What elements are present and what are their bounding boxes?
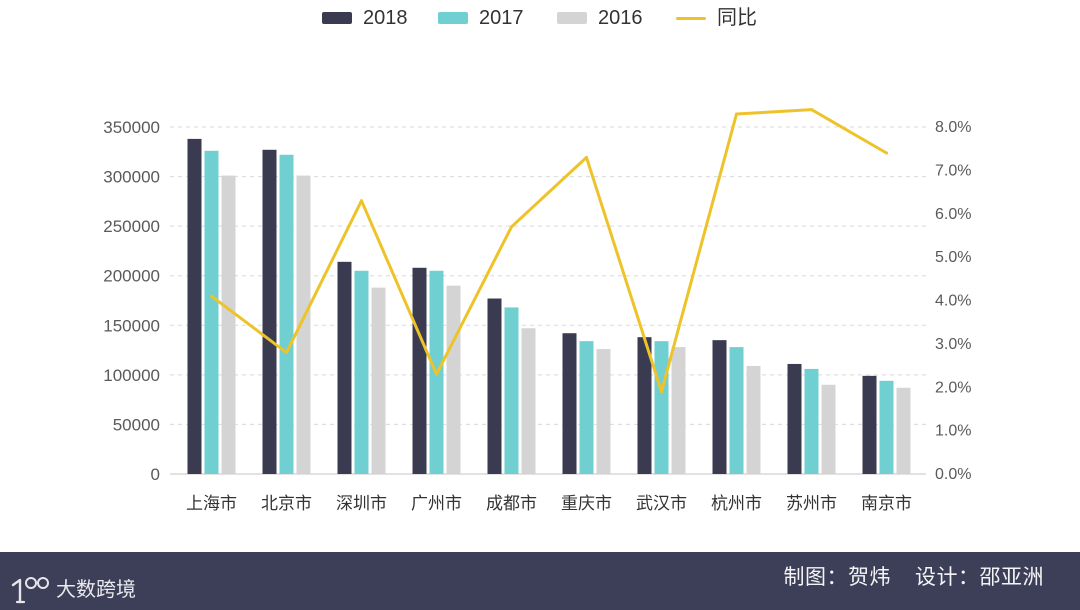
bar-2016-8 xyxy=(821,384,836,474)
chart-legend: 2018 2017 2016 同比 xyxy=(0,0,1080,40)
x-tick-label: 广州市 xyxy=(411,494,462,513)
yoy-point-7 xyxy=(735,112,738,116)
bar-2017-5 xyxy=(579,341,594,474)
yoy-line xyxy=(210,108,888,394)
x-tick-label: 深圳市 xyxy=(336,494,387,513)
legend-item-2018: 2018 xyxy=(322,6,408,30)
y-left-tick-label: 300000 xyxy=(103,168,160,187)
bar-2016-2 xyxy=(371,287,386,474)
bar-2018-0 xyxy=(187,138,202,474)
bar-2016-0 xyxy=(221,175,236,474)
bar-2017-6 xyxy=(654,341,669,474)
yoy-point-4 xyxy=(510,225,513,229)
bar-2018-9 xyxy=(862,375,877,474)
bar-2017-0 xyxy=(204,150,219,474)
yoy-point-1 xyxy=(285,351,288,355)
yoy-point-6 xyxy=(660,390,663,394)
x-tick-label: 北京市 xyxy=(261,494,312,513)
brand-logo: 大数跨境 xyxy=(6,574,136,606)
legend-swatch-2018 xyxy=(322,12,352,24)
legend-item-2017: 2017 xyxy=(438,6,524,30)
bar-2018-7 xyxy=(712,340,727,474)
bar-series-2016 xyxy=(221,175,911,474)
footer-bar: 大数跨境 制图：贺炜 设计：邵亚洲 xyxy=(0,552,1080,610)
design-credit: 设计：邵亚洲 xyxy=(915,566,1044,589)
y-right-tick-label: 4.0% xyxy=(935,293,971,310)
yoy-point-3 xyxy=(435,372,438,376)
y-right-tick-label: 7.0% xyxy=(935,162,971,179)
legend-swatch-2016 xyxy=(557,12,587,24)
bar-2016-3 xyxy=(446,285,461,474)
y-left-tick-label: 150000 xyxy=(103,316,160,335)
bar-2016-1 xyxy=(296,175,311,474)
y-left-axis: 0 50000 100000 150000 200000 250000 300000 3500… xyxy=(103,118,160,484)
bar-2018-1 xyxy=(262,149,277,474)
bar-2018-5 xyxy=(562,333,577,474)
chart-plot: 0 50000 100000 150000 200000 250000 300000 3500… xyxy=(103,108,971,513)
bar-2017-8 xyxy=(804,368,819,474)
legend-swatch-2017 xyxy=(438,12,468,24)
x-tick-label: 上海市 xyxy=(186,494,237,513)
x-tick-label: 苏州市 xyxy=(786,494,837,513)
x-tick-label: 成都市 xyxy=(486,494,537,513)
x-tick-label: 南京市 xyxy=(861,494,912,513)
bar-2016-6 xyxy=(671,347,686,474)
y-right-tick-label: 8.0% xyxy=(935,119,971,136)
bar-2016-7 xyxy=(746,365,761,474)
bar-series-2017 xyxy=(204,150,894,474)
bar-2016-4 xyxy=(521,328,536,474)
bar-2017-4 xyxy=(504,307,519,474)
bar-2018-8 xyxy=(787,363,802,474)
y-right-tick-label: 2.0% xyxy=(935,379,971,396)
legend-label: 2018 xyxy=(363,7,408,29)
yoy-point-5 xyxy=(585,155,588,159)
y-left-tick-label: 200000 xyxy=(103,267,160,286)
bar-2017-2 xyxy=(354,270,369,474)
x-axis-labels: 上海市 北京市 深圳市 广州市 成都市 重庆市 武汉市 杭州市 苏州市 南京市 xyxy=(186,494,912,513)
x-tick-label: 杭州市 xyxy=(711,494,762,513)
y-left-tick-label: 100000 xyxy=(103,366,160,385)
yoy-line-series xyxy=(210,108,888,394)
brand-name: 大数跨境 xyxy=(56,579,136,601)
bar-2017-7 xyxy=(729,347,744,474)
bar-2016-5 xyxy=(596,349,611,474)
bar-2018-2 xyxy=(337,261,352,474)
legend-item-yoy: 同比 xyxy=(676,6,757,30)
y-right-tick-label: 3.0% xyxy=(935,336,971,353)
chart-credit: 制图：贺炜 xyxy=(783,566,891,589)
bar-2017-9 xyxy=(879,380,894,474)
legend-line-swatch-yoy xyxy=(676,16,706,20)
bar-2018-6 xyxy=(637,337,652,474)
y-left-tick-label: 0 xyxy=(151,465,160,484)
y-right-tick-label: 6.0% xyxy=(935,206,971,223)
y-left-tick-label: 50000 xyxy=(113,415,160,434)
credits: 制图：贺炜 设计：邵亚洲 xyxy=(784,566,1045,590)
x-tick-label: 重庆市 xyxy=(561,494,612,513)
bar-2018-4 xyxy=(487,298,502,474)
y-left-tick-label: 250000 xyxy=(103,217,160,236)
yoy-point-2 xyxy=(360,199,363,203)
bar-2018-3 xyxy=(412,267,427,474)
brand-logo-icon xyxy=(11,577,49,604)
yoy-point-8 xyxy=(810,108,813,112)
yoy-point-9 xyxy=(885,151,888,155)
legend-label: 2016 xyxy=(598,7,643,29)
x-tick-label: 武汉市 xyxy=(636,494,687,513)
y-right-tick-label: 5.0% xyxy=(935,249,971,266)
legend-item-2016: 2016 xyxy=(557,6,643,30)
y-right-tick-label: 1.0% xyxy=(935,423,971,440)
y-left-tick-label: 350000 xyxy=(103,118,160,137)
bar-2016-9 xyxy=(896,387,911,474)
legend-label: 同比 xyxy=(717,7,757,29)
legend-label: 2017 xyxy=(479,7,524,29)
bar-2017-1 xyxy=(279,154,294,474)
y-right-axis: 0.0% 1.0% 2.0% 3.0% 4.0% 5.0% 6.0% 7.0% 8.0% xyxy=(935,119,971,483)
y-right-tick-label: 0.0% xyxy=(935,466,971,483)
yoy-point-0 xyxy=(210,294,213,298)
gridlines xyxy=(170,126,926,425)
bar-series-2018 xyxy=(187,138,877,474)
